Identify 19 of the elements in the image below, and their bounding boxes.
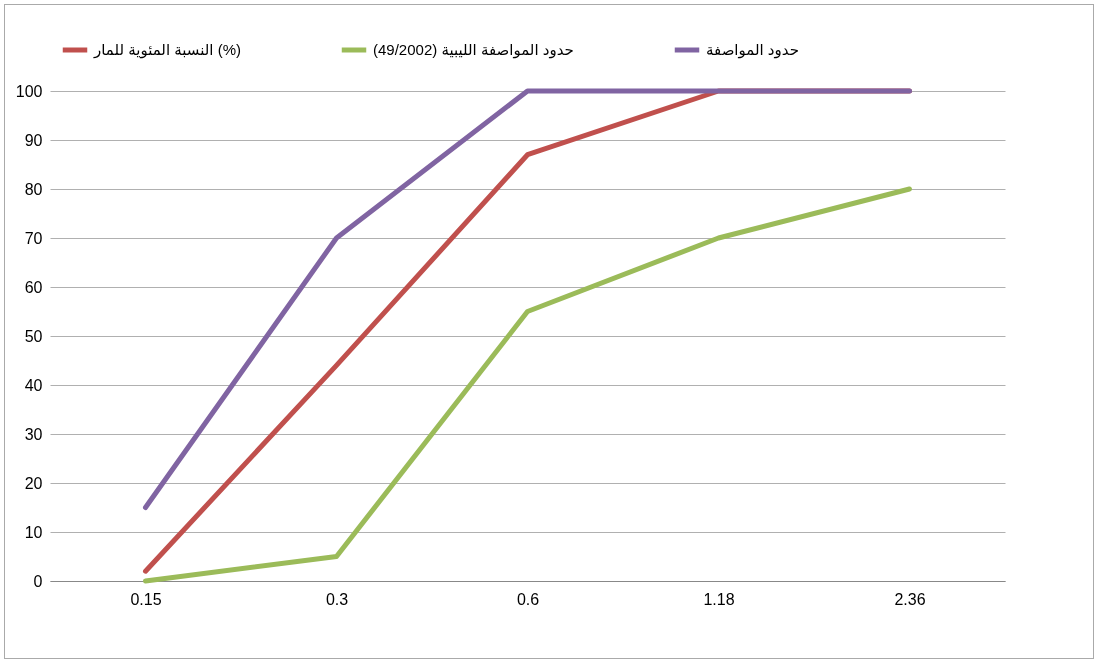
- y-tick-label: 80: [24, 180, 43, 198]
- y-tick-label: 50: [24, 327, 43, 345]
- legend-label: النسبة المئوية للمار (%): [93, 41, 241, 59]
- legend-label: حدود المواصفة: [706, 41, 799, 59]
- y-tick-label: 60: [24, 278, 43, 296]
- y-tick-label: 0: [33, 572, 43, 590]
- y-tick-label: 30: [24, 425, 43, 443]
- legend-label: حدود المواصفة الليبية (49/2002): [373, 41, 574, 59]
- y-tick-label: 90: [24, 131, 43, 149]
- y-tick-label: 100: [15, 82, 43, 100]
- y-tick-label: 70: [24, 229, 43, 247]
- y-tick-label: 10: [24, 523, 43, 541]
- x-tick-label: 1.18: [703, 590, 735, 608]
- x-tick-label: 2.36: [894, 590, 926, 608]
- x-tick-label: 0.3: [325, 590, 349, 608]
- y-tick-label: 40: [24, 376, 43, 394]
- y-tick-label: 20: [24, 474, 43, 492]
- x-tick-label: 0.6: [516, 590, 540, 608]
- x-tick-label: 0.15: [130, 590, 162, 608]
